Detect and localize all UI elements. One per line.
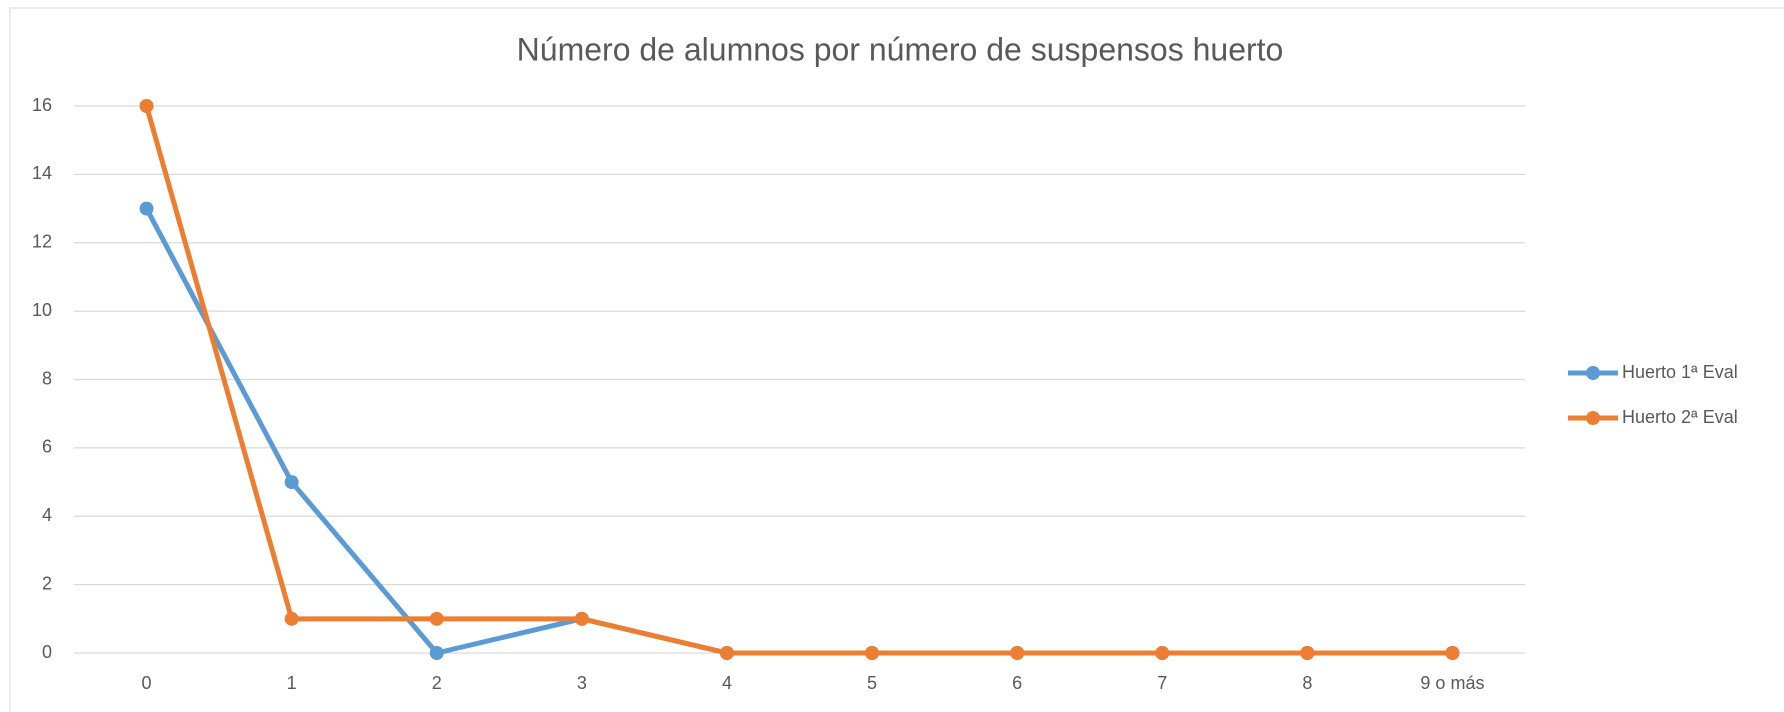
point xyxy=(1445,646,1460,660)
y-tick-label: 12 xyxy=(32,232,52,252)
point xyxy=(865,646,880,660)
x-tick-label: 0 xyxy=(142,673,152,693)
y-tick-label: 8 xyxy=(42,368,52,388)
point xyxy=(1010,646,1025,660)
y-tick-label: 16 xyxy=(32,95,52,115)
chart-frame xyxy=(9,7,1784,712)
point xyxy=(1300,646,1315,660)
x-tick-label: 7 xyxy=(1157,673,1167,693)
x-tick-label: 4 xyxy=(722,673,732,693)
point xyxy=(719,646,734,660)
point xyxy=(284,475,299,490)
y-tick-label: 4 xyxy=(42,505,52,525)
legend-label: Huerto 2ª Eval xyxy=(1622,407,1738,427)
x-tick-label: 6 xyxy=(1012,673,1022,693)
x-tick-label: 1 xyxy=(287,673,297,693)
point xyxy=(574,611,589,626)
legend-marker xyxy=(1586,411,1600,425)
y-tick-label: 14 xyxy=(32,163,52,183)
legend-label: Huerto 1ª Eval xyxy=(1622,362,1738,382)
point xyxy=(284,611,299,626)
x-tick-label: 5 xyxy=(867,673,877,693)
series-line xyxy=(144,105,1453,656)
x-tick-label: 2 xyxy=(432,673,442,693)
y-tick-label: 10 xyxy=(32,300,52,320)
y-tick-label: 2 xyxy=(42,573,52,593)
x-tick-label: 8 xyxy=(1302,673,1312,693)
chart-title: Número de alumnos por número de suspenso… xyxy=(517,31,1284,67)
x-tick-label: 9 o más xyxy=(1420,673,1484,693)
point xyxy=(429,611,444,626)
point xyxy=(1155,646,1170,660)
point xyxy=(139,201,154,216)
legend-marker xyxy=(1586,366,1600,380)
point xyxy=(429,646,444,660)
x-tick-label: 3 xyxy=(577,673,587,693)
point xyxy=(139,99,154,113)
y-tick-label: 6 xyxy=(42,437,52,457)
y-tick-label: 0 xyxy=(42,642,52,662)
